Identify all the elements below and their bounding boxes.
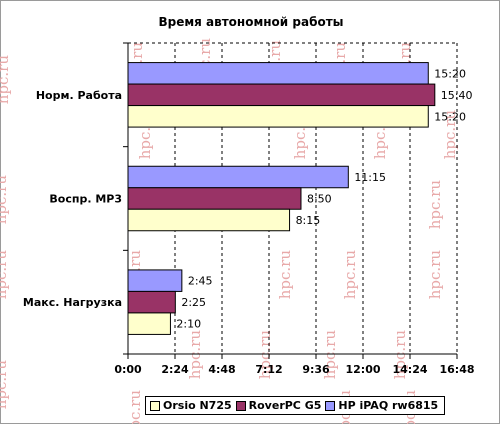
- data-label: 15:20: [434, 67, 466, 80]
- bar: [127, 62, 429, 85]
- watermark-text: hpc.ru: [341, 250, 359, 300]
- data-label: 2:25: [181, 296, 206, 309]
- bar: [127, 269, 183, 292]
- plot-area: 0:00 2:24 4:48 7:12 9:36 12:00 14:24 16:48 Норм.…: [23, 42, 475, 376]
- bar: [127, 312, 171, 335]
- x-tick-label: 4:48: [208, 363, 235, 376]
- watermark-text: hpc.ru: [441, 110, 459, 160]
- watermark-text: hpc.ru: [0, 250, 10, 300]
- x-tick-label: 14:24: [392, 363, 427, 376]
- bar: [127, 165, 349, 189]
- chart-title: Время автономной работы: [158, 15, 343, 29]
- category-label: Макс. Нагрузка: [23, 296, 122, 309]
- data-label: 15:40: [441, 89, 473, 102]
- x-tick-label: 0:00: [114, 363, 142, 376]
- watermark-text: hpc.ru: [126, 390, 144, 424]
- watermark-text: hpc.ru: [426, 250, 444, 300]
- category-label: Норм. Работа: [36, 89, 122, 102]
- data-label: 2:45: [188, 275, 213, 288]
- bar: [127, 290, 176, 314]
- x-tick-label: 12:00: [345, 363, 380, 376]
- bar: [127, 105, 429, 128]
- legend-label: Orsio N725: [163, 399, 232, 412]
- bar: [127, 187, 302, 210]
- bar: [127, 83, 436, 107]
- x-tick-label: 7:12: [255, 363, 282, 376]
- legend-swatch: [325, 400, 336, 411]
- watermark-text: hpc.ru: [0, 360, 10, 410]
- legend-label: RoverPC G5: [248, 399, 322, 412]
- legend-item: Orsio N725: [150, 399, 232, 412]
- watermark-text: hpc.ru: [0, 175, 10, 225]
- bar: [127, 208, 291, 232]
- legend-item: HP iPAQ rw6815: [325, 399, 438, 412]
- data-label: 15:20: [434, 110, 466, 123]
- legend-swatch: [150, 400, 160, 411]
- legend-swatch: [235, 400, 246, 411]
- x-tick-label: 2:24: [161, 363, 189, 376]
- watermark-text: hpc.ru: [426, 180, 444, 230]
- legend-label: HP iPAQ rw6815: [338, 399, 439, 412]
- watermark-text: hpc.ru: [0, 55, 12, 105]
- category-label: Воспр. MP3: [49, 193, 122, 206]
- watermark-text: hpc.ru: [276, 250, 294, 300]
- legend-item: RoverPC G5: [235, 399, 322, 412]
- legend: Orsio N725 RoverPC G5 HP iPAQ rw6815: [145, 396, 446, 415]
- x-tick-label: 16:48: [439, 363, 474, 376]
- data-label: 8:15: [296, 214, 321, 227]
- data-label: 8:50: [307, 193, 332, 206]
- data-label: 2:10: [176, 318, 201, 331]
- data-label: 11:15: [354, 171, 386, 184]
- x-tick-label: 9:36: [302, 363, 330, 376]
